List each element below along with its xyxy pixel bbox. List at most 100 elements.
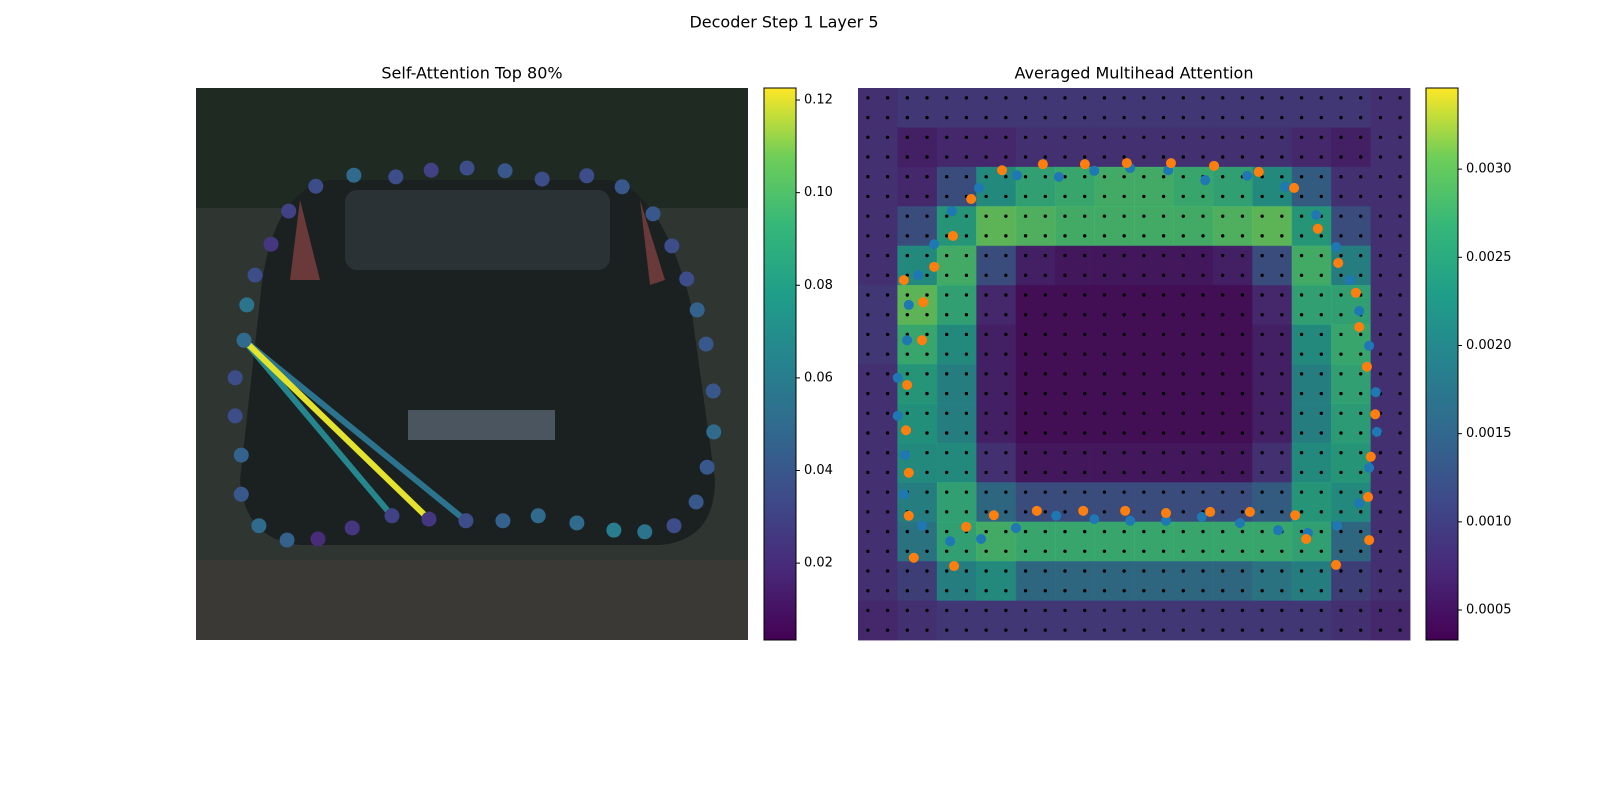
reference-dot <box>1398 490 1402 494</box>
reference-dot <box>1201 234 1205 238</box>
sample-point <box>1011 170 1022 181</box>
reference-dot <box>925 234 929 238</box>
heatmap-cell <box>858 206 898 247</box>
colorbar-tick-label: 0.04 <box>804 463 833 478</box>
reference-dot <box>1043 253 1047 258</box>
reference-dot <box>1378 135 1383 139</box>
heatmap-cell <box>1015 245 1056 286</box>
reference-dot <box>1023 549 1028 553</box>
reference-dot <box>1299 608 1304 613</box>
reference-dot <box>1378 628 1383 632</box>
reference-dot <box>1004 470 1008 475</box>
reference-dot <box>1378 155 1383 159</box>
sample-point <box>1089 514 1100 525</box>
reference-dot <box>1359 470 1363 475</box>
colorbar-tick-label: 0.0025 <box>1466 250 1512 265</box>
reference-dot <box>1378 332 1383 337</box>
sample-point <box>1209 160 1220 171</box>
reference-dot <box>1378 589 1383 593</box>
reference-dot <box>1280 569 1284 573</box>
reference-dot <box>1201 253 1205 258</box>
reference-dot <box>885 234 890 238</box>
query-point <box>236 332 252 348</box>
reference-dot <box>1083 194 1087 199</box>
reference-dot <box>984 549 988 553</box>
reference-dot <box>905 391 909 396</box>
reference-dot <box>1083 135 1087 139</box>
reference-dot <box>1004 608 1008 613</box>
reference-dot <box>1122 372 1126 376</box>
reference-dot <box>925 214 929 218</box>
reference-dot <box>1023 273 1028 277</box>
reference-dot <box>1102 529 1107 534</box>
reference-dot <box>1260 470 1264 475</box>
query-point <box>705 383 721 399</box>
reference-dot <box>866 569 870 573</box>
heatmap-cell <box>1252 561 1293 602</box>
reference-dot <box>885 431 890 435</box>
query-point <box>689 302 705 318</box>
reference-dot <box>1043 628 1047 632</box>
reference-dot <box>945 293 949 297</box>
heatmap-cell <box>1055 364 1096 404</box>
reference-dot <box>1339 155 1343 159</box>
reference-dot <box>1063 569 1067 573</box>
reference-dot <box>1299 115 1304 120</box>
heatmap-cell <box>1134 245 1174 286</box>
sample-point <box>1273 525 1284 536</box>
reference-dot <box>1142 490 1146 494</box>
heatmap-cell <box>1055 285 1096 326</box>
reference-dot <box>1240 135 1245 139</box>
reference-dot <box>1260 608 1264 613</box>
reference-dot <box>1221 411 1225 415</box>
reference-dot <box>1122 313 1126 317</box>
reference-dot <box>1339 352 1343 356</box>
reference-dot <box>1280 135 1284 139</box>
heatmap-cell <box>1173 600 1214 641</box>
reference-dot <box>964 115 969 120</box>
reference-dot <box>1063 608 1067 613</box>
query-point <box>239 297 255 313</box>
reference-dot <box>1299 451 1304 455</box>
reference-dot <box>1378 510 1383 514</box>
reference-dot <box>1004 451 1008 455</box>
reference-dot <box>1359 234 1363 238</box>
reference-dot <box>1260 293 1264 297</box>
heatmap-cell <box>1331 442 1372 483</box>
query-point <box>706 424 722 440</box>
reference-dot <box>1339 313 1343 317</box>
reference-dot <box>1063 313 1067 317</box>
reference-dot <box>945 391 949 396</box>
reference-dot <box>984 293 988 297</box>
subplot-title: Averaged Multihead Attention <box>1015 64 1254 83</box>
reference-dot <box>1063 115 1067 120</box>
reference-dot <box>1161 96 1166 100</box>
reference-dot <box>1240 253 1245 258</box>
reference-dot <box>1004 529 1008 534</box>
reference-dot <box>1004 175 1008 179</box>
reference-dot <box>905 589 909 593</box>
reference-dot <box>1299 470 1304 475</box>
reference-dot <box>1339 470 1343 475</box>
reference-dot <box>1240 214 1245 218</box>
reference-dot <box>1023 372 1028 376</box>
reference-dot <box>1221 175 1225 179</box>
reference-dot <box>1299 96 1304 100</box>
heatmap-cell <box>1370 166 1411 207</box>
reference-dot <box>1201 569 1205 573</box>
reference-dot <box>1043 352 1047 356</box>
reference-dot <box>1102 372 1107 376</box>
reference-dot <box>1161 313 1166 317</box>
reference-dot <box>1102 96 1107 100</box>
heatmap-cell <box>1370 482 1411 523</box>
reference-dot <box>1043 391 1047 396</box>
reference-dot <box>984 352 988 356</box>
reference-dot <box>925 589 929 593</box>
reference-dot <box>1398 115 1402 120</box>
reference-dot <box>1319 135 1323 139</box>
reference-dot <box>1181 608 1185 613</box>
reference-dot <box>945 589 949 593</box>
reference-dot <box>1043 194 1047 199</box>
heatmap-cell <box>1370 600 1411 641</box>
query-point <box>227 370 243 386</box>
